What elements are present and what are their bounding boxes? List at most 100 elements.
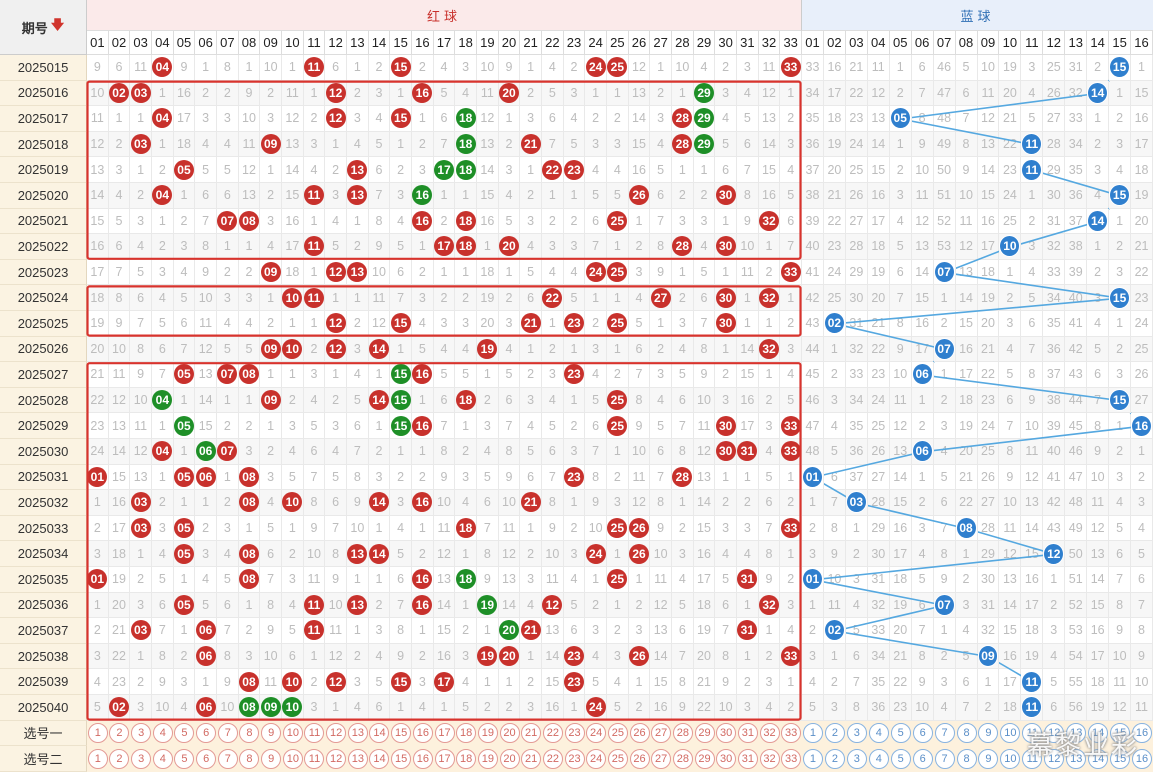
pick-red-number[interactable]: 23 [563,720,586,747]
pick-red-circle[interactable]: 27 [651,748,672,769]
pick-red-circle[interactable]: 10 [282,723,303,744]
pick-blue-number[interactable]: 13 [1065,720,1088,747]
pick-red-number[interactable]: 24 [585,746,607,772]
pick-red-number[interactable]: 31 [737,746,759,772]
pick-red-circle[interactable]: 11 [304,723,325,744]
pick-red-number[interactable]: 6 [195,720,217,747]
pick-red-circle[interactable]: 15 [391,748,412,769]
pick-red-circle[interactable]: 33 [781,723,802,744]
pick-red-number[interactable]: 10 [282,746,304,772]
pick-red-number[interactable]: 10 [282,720,304,747]
pick-red-circle[interactable]: 17 [434,723,455,744]
pick-red-circle[interactable]: 22 [542,723,563,744]
pick-red-circle[interactable]: 32 [759,748,780,769]
pick-red-number[interactable]: 29 [693,720,716,747]
pick-blue-circle[interactable]: 14 [1088,723,1109,744]
pick-red-circle[interactable]: 8 [239,723,260,744]
pick-blue-number[interactable]: 6 [911,720,934,747]
pick-red-number[interactable]: 14 [368,720,391,747]
pick-red-circle[interactable]: 16 [412,723,433,744]
pick-red-number[interactable]: 32 [758,746,781,772]
pick-red-circle[interactable]: 33 [781,748,802,769]
pick-red-circle[interactable]: 6 [196,723,217,744]
pick-blue-circle[interactable]: 6 [912,723,933,744]
pick-blue-number[interactable]: 14 [1087,746,1110,772]
pick-red-number[interactable]: 25 [607,746,629,772]
pick-red-number[interactable]: 16 [412,746,434,772]
pick-red-number[interactable]: 27 [650,720,672,747]
pick-red-number[interactable]: 28 [672,720,694,747]
pick-red-circle[interactable]: 28 [672,723,693,744]
pick-red-circle[interactable]: 16 [412,748,433,769]
pick-red-number[interactable]: 8 [238,746,261,772]
pick-red-circle[interactable]: 4 [152,748,173,769]
pick-red-circle[interactable]: 29 [694,723,715,744]
pick-red-number[interactable]: 17 [433,746,456,772]
pick-red-circle[interactable]: 20 [499,723,520,744]
pick-red-circle[interactable]: 30 [716,723,737,744]
pick-red-circle[interactable]: 1 [87,748,108,769]
pick-red-circle[interactable]: 32 [759,723,780,744]
pick-blue-number[interactable]: 1 [802,720,824,747]
pick-red-number[interactable]: 30 [715,720,737,747]
pick-blue-number[interactable]: 7 [933,746,956,772]
pick-red-circle[interactable]: 23 [564,723,585,744]
pick-red-circle[interactable]: 18 [456,723,477,744]
pick-red-number[interactable]: 24 [585,720,607,747]
pick-red-circle[interactable]: 6 [196,748,217,769]
pick-red-circle[interactable]: 12 [326,723,347,744]
pick-blue-number[interactable]: 4 [867,720,890,747]
pick-blue-number[interactable]: 3 [845,746,868,772]
pick-blue-number[interactable]: 9 [977,720,1000,747]
pick-red-number[interactable]: 31 [737,720,759,747]
pick-red-number[interactable]: 18 [455,746,477,772]
pick-blue-number[interactable]: 7 [933,720,956,747]
pick-red-number[interactable]: 21 [520,746,542,772]
pick-red-number[interactable]: 11 [303,746,326,772]
pick-red-circle[interactable]: 30 [716,748,737,769]
pick-red-number[interactable]: 7 [217,746,239,772]
pick-red-number[interactable]: 25 [607,720,629,747]
pick-blue-circle[interactable]: 9 [978,748,999,769]
pick-blue-number[interactable]: 10 [999,720,1022,747]
pick-red-circle[interactable]: 13 [347,748,368,769]
pick-red-number[interactable]: 3 [130,720,152,747]
pick-red-circle[interactable]: 27 [651,723,672,744]
pick-red-number[interactable]: 15 [390,720,412,747]
pick-red-circle[interactable]: 21 [521,723,542,744]
pick-blue-number[interactable]: 16 [1131,720,1153,747]
pick-red-circle[interactable]: 15 [391,723,412,744]
pick-blue-circle[interactable]: 15 [1110,723,1131,744]
pick-red-number[interactable]: 12 [325,720,347,747]
pick-blue-circle[interactable]: 13 [1066,723,1087,744]
pick-blue-number[interactable]: 16 [1131,746,1153,772]
pick-red-circle[interactable]: 31 [737,748,758,769]
pick-red-circle[interactable]: 26 [629,723,650,744]
pick-red-number[interactable]: 22 [542,720,564,747]
pick-red-circle[interactable]: 14 [369,723,390,744]
pick-red-number[interactable]: 1 [87,720,109,747]
pick-blue-number[interactable]: 8 [955,720,978,747]
pick-blue-circle[interactable]: 9 [978,723,999,744]
pick-red-circle[interactable]: 19 [477,723,498,744]
pick-blue-circle[interactable]: 12 [1044,748,1065,769]
pick-red-circle[interactable]: 25 [607,748,628,769]
pick-red-number[interactable]: 9 [260,746,282,772]
pick-blue-number[interactable]: 2 [823,720,846,747]
pick-blue-circle[interactable]: 3 [846,723,867,744]
pick-red-number[interactable]: 4 [152,720,174,747]
pick-red-circle[interactable]: 5 [174,723,195,744]
pick-blue-number[interactable]: 5 [889,720,912,747]
pick-red-circle[interactable]: 24 [586,748,607,769]
pick-blue-circle[interactable]: 4 [868,723,889,744]
pick-red-number[interactable]: 5 [173,746,196,772]
pick-blue-circle[interactable]: 8 [956,723,977,744]
pick-red-number[interactable]: 33 [780,720,802,747]
pick-red-circle[interactable]: 9 [261,748,282,769]
pick-red-circle[interactable]: 24 [586,723,607,744]
pick-red-circle[interactable]: 29 [694,748,715,769]
pick-blue-circle[interactable]: 7 [934,748,955,769]
pick-red-number[interactable]: 29 [693,746,716,772]
pick-red-circle[interactable]: 2 [109,723,130,744]
pick-red-circle[interactable]: 7 [217,723,238,744]
